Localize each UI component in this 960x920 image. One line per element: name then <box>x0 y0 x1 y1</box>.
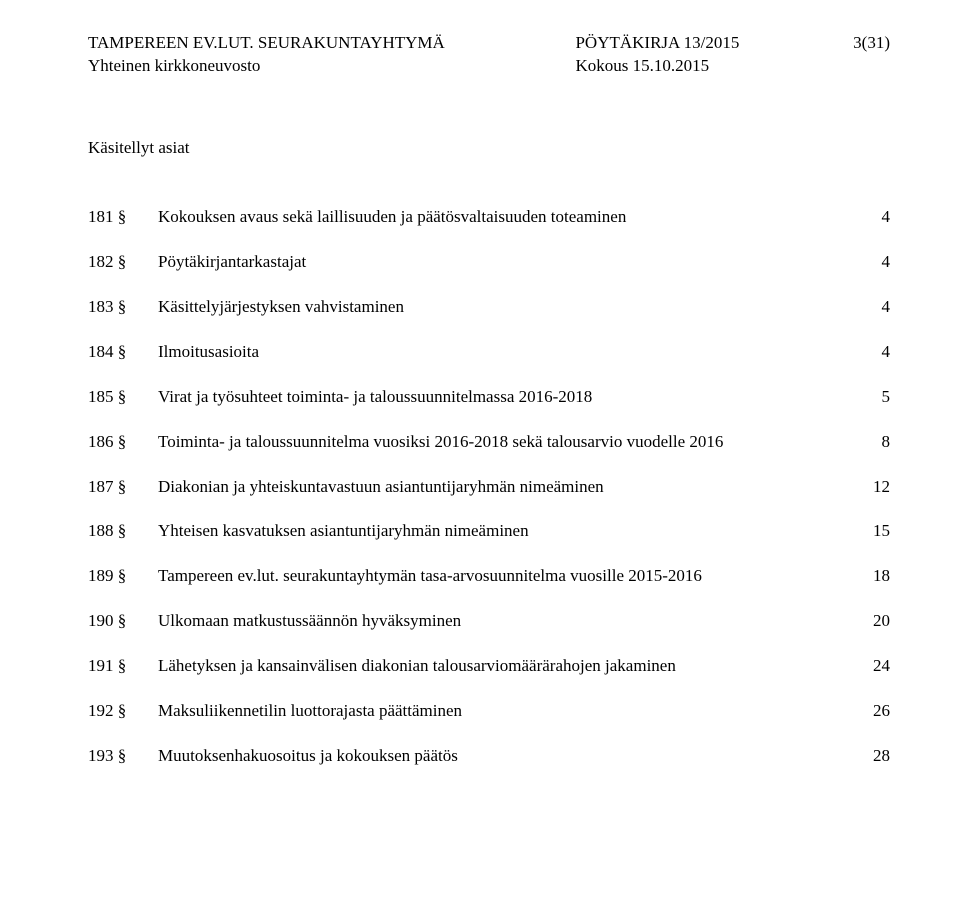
toc-num: 187 § <box>88 476 158 499</box>
toc-row: 181 § Kokouksen avaus sekä laillisuuden … <box>88 206 890 229</box>
toc-row: 191 § Lähetyksen ja kansainvälisen diako… <box>88 655 890 678</box>
toc-row: 183 § Käsittelyjärjestyksen vahvistamine… <box>88 296 890 319</box>
toc-page: 4 <box>854 341 890 364</box>
toc-row: 184 § Ilmoitusasioita 4 <box>88 341 890 364</box>
toc-num: 188 § <box>88 520 158 543</box>
toc-row: 189 § Tampereen ev.lut. seurakuntayhtymä… <box>88 565 890 588</box>
toc-page: 24 <box>854 655 890 678</box>
section-title: Käsitellyt asiat <box>88 138 890 158</box>
toc-num: 190 § <box>88 610 158 633</box>
toc-label: Virat ja työsuhteet toiminta- ja talouss… <box>158 386 854 409</box>
toc-label: Pöytäkirjantarkastajat <box>158 251 854 274</box>
toc-row: 187 § Diakonian ja yhteiskuntavastuun as… <box>88 476 890 499</box>
toc-row: 193 § Muutoksenhakuosoitus ja kokouksen … <box>88 745 890 768</box>
toc-page: 18 <box>854 565 890 588</box>
toc-page: 5 <box>854 386 890 409</box>
document-page: TAMPEREEN EV.LUT. SEURAKUNTAYHTYMÄ Yhtei… <box>0 0 960 920</box>
toc-list: 181 § Kokouksen avaus sekä laillisuuden … <box>88 206 890 768</box>
toc-label: Tampereen ev.lut. seurakuntayhtymän tasa… <box>158 565 854 588</box>
toc-num: 183 § <box>88 296 158 319</box>
toc-page: 4 <box>854 206 890 229</box>
toc-num: 192 § <box>88 700 158 723</box>
header-org: TAMPEREEN EV.LUT. SEURAKUNTAYHTYMÄ Yhtei… <box>88 32 445 78</box>
toc-num: 191 § <box>88 655 158 678</box>
header-pagenum: 3(31) <box>830 32 890 78</box>
toc-page: 4 <box>854 296 890 319</box>
toc-label: Ulkomaan matkustussäännön hyväksyminen <box>158 610 854 633</box>
toc-num: 181 § <box>88 206 158 229</box>
org-line-1: TAMPEREEN EV.LUT. SEURAKUNTAYHTYMÄ <box>88 32 445 55</box>
toc-row: 182 § Pöytäkirjantarkastajat 4 <box>88 251 890 274</box>
toc-label: Yhteisen kasvatuksen asiantuntijaryhmän … <box>158 520 854 543</box>
header-docref: PÖYTÄKIRJA 13/2015 Kokous 15.10.2015 <box>535 32 739 78</box>
toc-label: Diakonian ja yhteiskuntavastuun asiantun… <box>158 476 854 499</box>
toc-page: 4 <box>854 251 890 274</box>
toc-label: Käsittelyjärjestyksen vahvistaminen <box>158 296 854 319</box>
toc-row: 190 § Ulkomaan matkustussäännön hyväksym… <box>88 610 890 633</box>
toc-label: Ilmoitusasioita <box>158 341 854 364</box>
meeting-date: Kokous 15.10.2015 <box>575 55 739 78</box>
toc-num: 193 § <box>88 745 158 768</box>
toc-page: 26 <box>854 700 890 723</box>
toc-row: 188 § Yhteisen kasvatuksen asiantuntijar… <box>88 520 890 543</box>
toc-page: 12 <box>854 476 890 499</box>
toc-label: Kokouksen avaus sekä laillisuuden ja pää… <box>158 206 854 229</box>
toc-label: Maksuliikennetilin luottorajasta päättäm… <box>158 700 854 723</box>
page-number: 3(31) <box>830 32 890 55</box>
toc-label: Toiminta- ja taloussuunnitelma vuosiksi … <box>158 431 854 454</box>
toc-label: Muutoksenhakuosoitus ja kokouksen päätös <box>158 745 854 768</box>
page-header: TAMPEREEN EV.LUT. SEURAKUNTAYHTYMÄ Yhtei… <box>88 32 890 78</box>
toc-num: 184 § <box>88 341 158 364</box>
toc-page: 20 <box>854 610 890 633</box>
toc-row: 186 § Toiminta- ja taloussuunnitelma vuo… <box>88 431 890 454</box>
toc-page: 8 <box>854 431 890 454</box>
toc-page: 28 <box>854 745 890 768</box>
toc-row: 185 § Virat ja työsuhteet toiminta- ja t… <box>88 386 890 409</box>
toc-page: 15 <box>854 520 890 543</box>
toc-num: 186 § <box>88 431 158 454</box>
toc-row: 192 § Maksuliikennetilin luottorajasta p… <box>88 700 890 723</box>
toc-num: 182 § <box>88 251 158 274</box>
doc-ref: PÖYTÄKIRJA 13/2015 <box>575 32 739 55</box>
toc-num: 189 § <box>88 565 158 588</box>
toc-num: 185 § <box>88 386 158 409</box>
org-line-2: Yhteinen kirkkoneuvosto <box>88 55 445 78</box>
toc-label: Lähetyksen ja kansainvälisen diakonian t… <box>158 655 854 678</box>
